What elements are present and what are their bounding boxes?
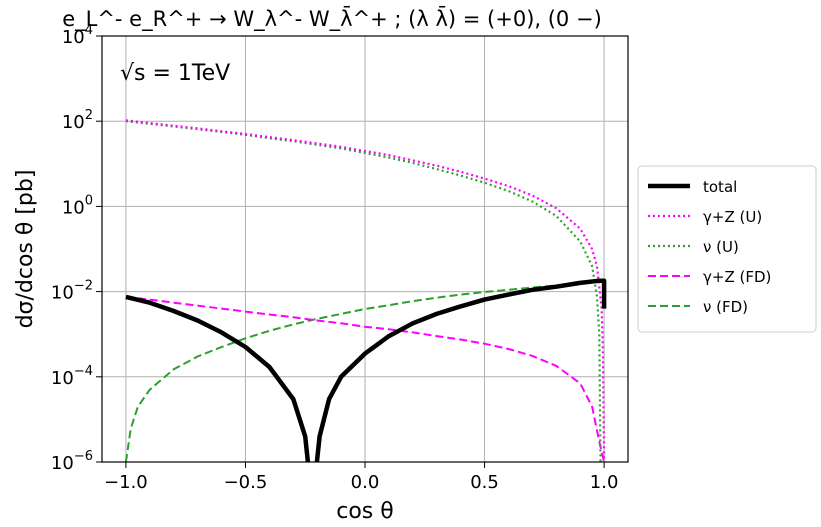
y-tick-label: 104 [62,23,93,48]
y-tick-exponent: 4 [85,23,93,38]
y-tick-base: 10 [51,368,74,389]
x-tick-label: −1.0 [104,472,148,493]
series-layer [124,119,607,462]
y-axis-label: dσ/dcos θ [pb] [13,170,38,329]
y-tick-exponent: −6 [74,449,93,464]
y-tick-exponent: −4 [74,364,93,379]
x-axis: −1.0 −0.5 0.0 0.5 1.0 [104,462,618,493]
x-tick-label: 0.0 [351,472,380,493]
y-tick-base: 10 [62,197,85,218]
y-tick-base: 10 [51,453,74,474]
y-tick-base: 10 [51,283,74,304]
y-tick-exponent: 0 [85,193,93,208]
chart-title: e_L^- e_R^+ → W_λ^- W_λ̄^+ ; (λ λ̄) = (+… [62,6,602,32]
series-line-3 [125,295,606,462]
y-tick-label: 10−2 [51,279,93,304]
x-tick-label: 1.0 [590,472,619,493]
x-tick-label: 0.5 [470,472,499,493]
y-tick-base: 10 [62,112,85,133]
y-tick-exponent: 2 [85,108,93,123]
series-line-0 [125,278,607,462]
y-tick-exponent: −2 [74,279,93,294]
y-tick-label: 100 [62,193,93,218]
y-tick-label: 10−4 [51,364,93,389]
y-tick-label: 102 [62,108,93,133]
legend-label: ν (FD) [703,298,748,316]
y-tick-base: 10 [62,27,85,48]
legend-frame [637,165,817,333]
annotation: √s = 1TeV [120,61,230,86]
legend-label: ν (U) [703,238,739,256]
y-tick-label: 10−6 [51,449,93,474]
legend-label: γ+Z (U) [703,208,762,226]
legend-label: γ+Z (FD) [703,268,771,286]
legend-label: total [703,178,737,196]
x-tick-label: −0.5 [224,472,268,493]
x-axis-label: cos θ [336,499,393,524]
series-line-1 [125,119,606,462]
legend: total γ+Z (U) ν (U) γ+Z (FD) ν (FD) [637,165,817,333]
